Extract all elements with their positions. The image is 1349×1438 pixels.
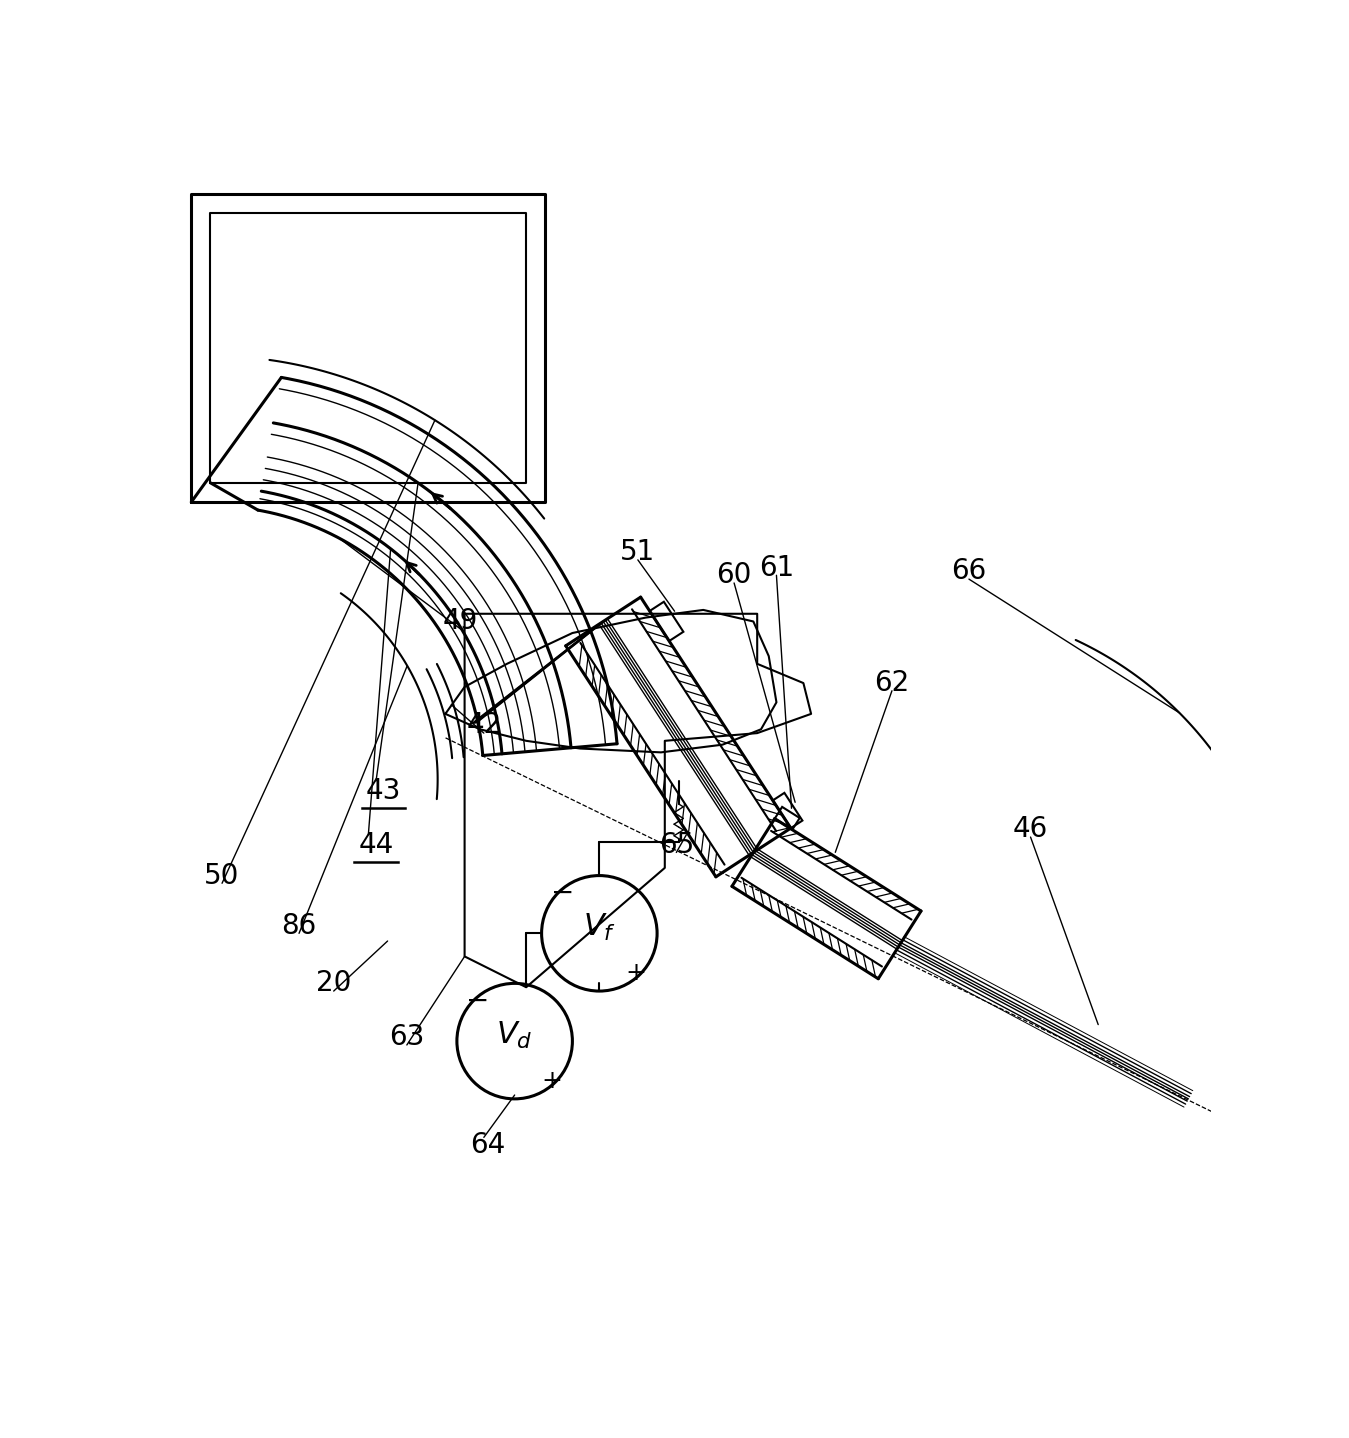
Text: 62: 62 (874, 669, 909, 697)
Text: 64: 64 (469, 1132, 506, 1159)
Text: 60: 60 (716, 561, 751, 590)
Text: 44: 44 (359, 831, 394, 858)
Text: −: − (550, 879, 575, 907)
Text: 66: 66 (951, 558, 986, 585)
Text: 51: 51 (621, 538, 656, 567)
Text: +: + (541, 1070, 563, 1093)
Text: 43: 43 (366, 777, 402, 805)
Text: 42: 42 (467, 712, 502, 739)
Text: $V_d$: $V_d$ (496, 1020, 533, 1051)
Text: $V_f$: $V_f$ (583, 912, 616, 943)
Text: 61: 61 (759, 554, 795, 581)
Text: +: + (626, 962, 646, 985)
Text: 20: 20 (316, 969, 351, 998)
Text: −: − (465, 986, 490, 1015)
Text: 49: 49 (442, 607, 479, 636)
Text: 65: 65 (658, 831, 693, 858)
Text: 86: 86 (282, 912, 317, 939)
Text: 50: 50 (204, 861, 240, 890)
Text: 46: 46 (1013, 815, 1048, 843)
Text: 63: 63 (389, 1024, 425, 1051)
